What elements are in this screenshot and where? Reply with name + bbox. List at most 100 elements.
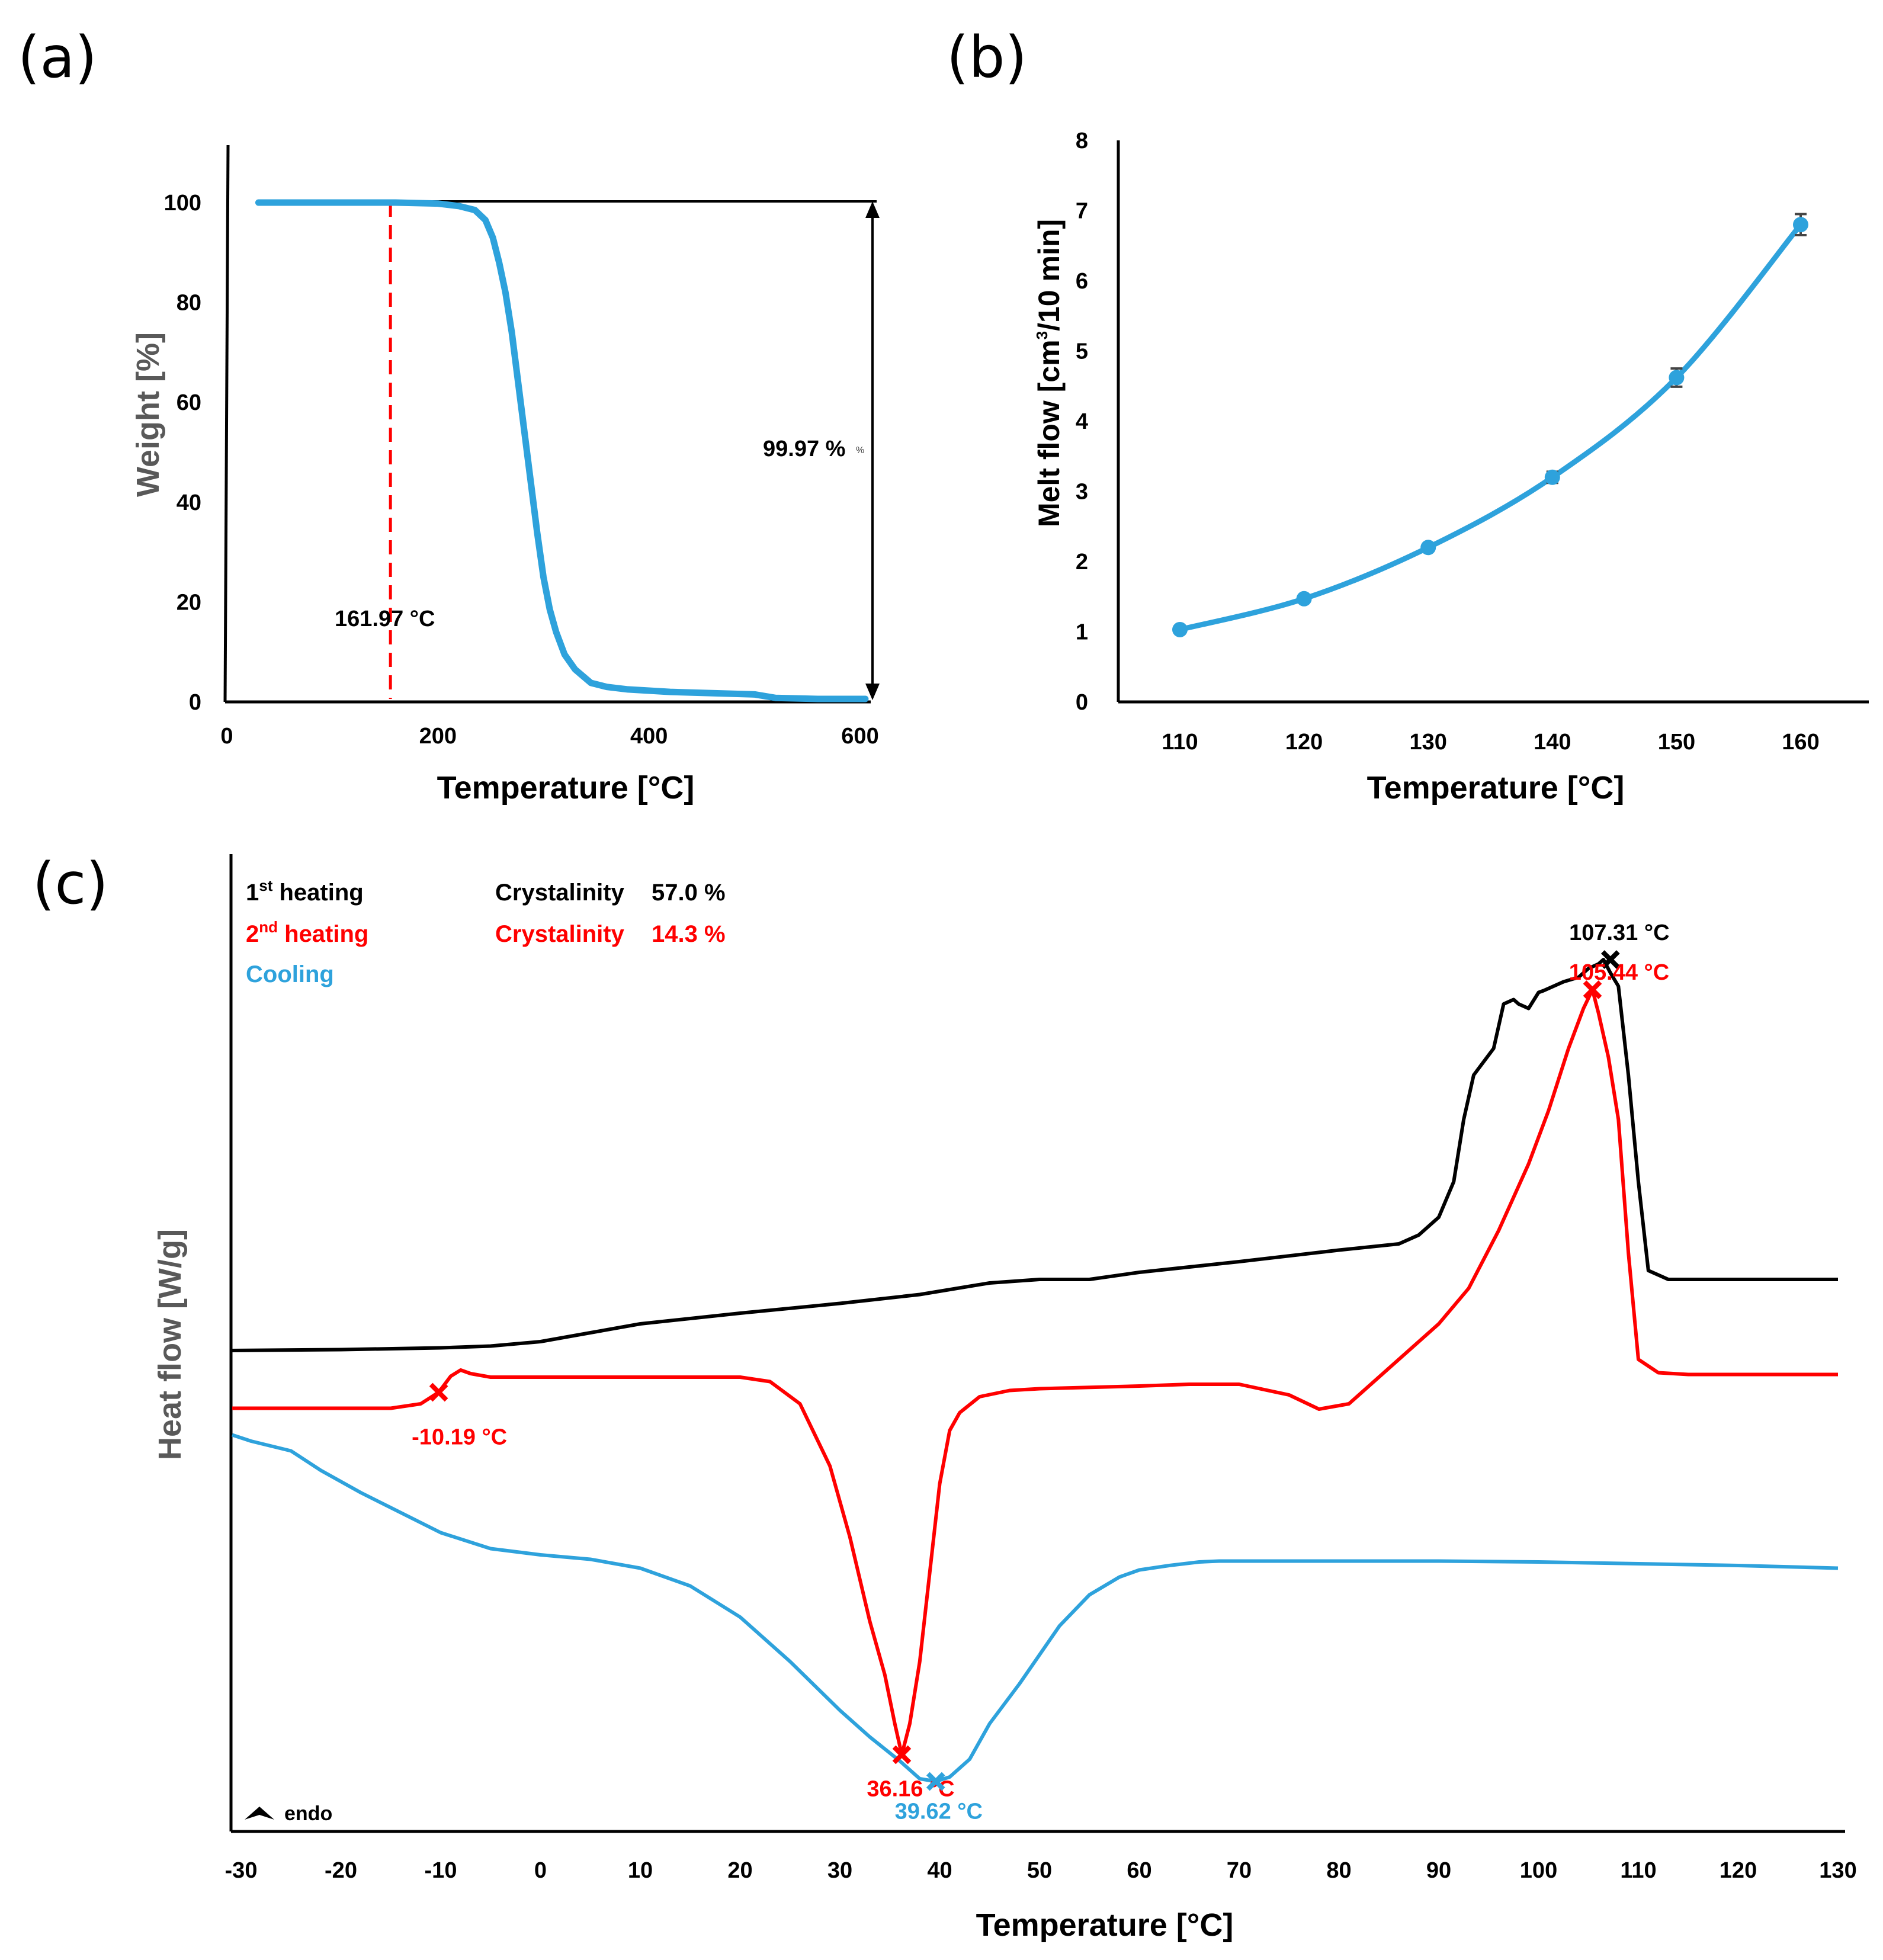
panel-a-x-tick-labels: 0 200 400 600 (220, 724, 878, 749)
panel-c-x-tick: 60 (1127, 1858, 1151, 1883)
panel-b-y-tick: 1 (1076, 620, 1088, 645)
panel-a-onset-label: 161.97 °C (335, 607, 435, 631)
panel-a-y-title: Weight [%] (130, 332, 166, 497)
panel-c-peak-label: -10.19 °C (412, 1425, 507, 1450)
panel-c-peak-marker (926, 1772, 945, 1791)
panel-b-x-tick: 150 (1658, 730, 1695, 755)
panel-c-x-tick: 110 (1620, 1858, 1656, 1883)
panel-a-y-tick: 20 (177, 590, 201, 615)
panel-b-y-tick: 0 (1076, 690, 1088, 715)
panel-c-x-title: Temperature [°C] (976, 1907, 1234, 1943)
panel-c-x-tick: 70 (1227, 1858, 1252, 1883)
panel-c-peak-label: 39.62 °C (895, 1799, 983, 1824)
panel-b-y-tick: 3 (1076, 480, 1088, 505)
panel-a-y-tick: 40 (177, 490, 201, 515)
panel-c-peak-label: 36.16 °C (867, 1777, 954, 1802)
panel-a-loss-extra: % (856, 445, 864, 455)
panel-a-y-tick-labels: 0 20 40 60 80 100 (164, 191, 201, 715)
panel-b-error-bars (1174, 213, 1807, 633)
panel-b-y-tick: 8 (1076, 129, 1088, 153)
panel-a-loss-arrowhead-top (865, 201, 880, 218)
panel-a-x-title: Temperature [°C] (437, 770, 695, 806)
legend-2nd-heating: 2nd heating (246, 918, 368, 947)
panel-c-cooling-line (232, 1433, 1839, 1783)
panel-b-point (1669, 370, 1685, 386)
panel-b-y-tick: 2 (1076, 550, 1088, 575)
panel-a-letter: (a) (18, 24, 97, 91)
panel-b-point (1420, 540, 1436, 556)
panel-c-x-tick: 130 (1819, 1858, 1856, 1883)
panel-b-y-title-sup: 3 (1033, 331, 1051, 339)
panel-c-x-tick: -30 (225, 1858, 258, 1883)
legend-2nd-num: 2 (246, 921, 259, 947)
panel-c-x-tick: 30 (827, 1858, 852, 1883)
panel-b-y-title: Melt flow [cm3/10 min] (1032, 219, 1066, 527)
panel-b-y-tick: 6 (1076, 269, 1088, 294)
panel-c-x-tick: 80 (1326, 1858, 1351, 1883)
panel-a-tga-line (255, 199, 869, 702)
panel-c-x-tick: 50 (1027, 1858, 1052, 1883)
crystallinity-1-value: 57.0 % (652, 880, 726, 906)
panel-c-letter: (c) (33, 851, 108, 917)
panel-b-y-tick-labels: 0 1 2 3 4 5 6 7 8 (1076, 129, 1088, 715)
panel-c-peak-label: 105.44 °C (1569, 960, 1669, 985)
panel-a-y-tick: 60 (177, 390, 201, 415)
panel-a-x-tick: 600 (841, 724, 878, 749)
panel-b-x-tick-labels: 110 120 130 140 150 160 (1162, 730, 1819, 755)
crystallinity-2-label: Crystalinity (495, 921, 625, 947)
panel-b-x-tick: 130 (1409, 730, 1446, 755)
panel-b-fit-line (1177, 222, 1804, 633)
panel-b-y-tick: 5 (1076, 339, 1088, 364)
endo-label: endo (284, 1802, 332, 1825)
legend-1st-sup: st (259, 877, 272, 894)
panel-c-x-tick: 10 (628, 1858, 653, 1883)
panel-b: (b) 0 1 2 3 4 5 6 7 8 110 120 130 140 150 160 Tempera… (947, 24, 1869, 806)
panel-a-x-tick: 400 (630, 724, 668, 749)
panel-a-y-tick: 80 (177, 291, 201, 316)
legend-1st-text: heating (272, 880, 363, 906)
panel-b-x-title: Temperature [°C] (1367, 770, 1625, 806)
panel-c-peak-marker (892, 1745, 912, 1765)
panel-c-x-tick: 0 (534, 1858, 547, 1883)
panel-c-peak-markers: 107.31 °C 105.44 °C -10.19 °C 36.16 °C39.62… (412, 920, 1669, 1824)
panel-c-2nd-heating-line (232, 988, 1838, 1757)
panel-b-y-tick: 4 (1076, 409, 1088, 434)
panel-b-x-tick: 110 (1162, 730, 1198, 755)
panel-b-point (1793, 217, 1808, 233)
panel-a-y-axis (223, 145, 230, 702)
legend-1st-heating: 1st heating (246, 877, 364, 906)
panel-b-points (1172, 217, 1808, 637)
panel-b-letter: (b) (947, 24, 1027, 91)
panel-c-x-tick: 100 (1520, 1858, 1557, 1883)
legend-cooling: Cooling (246, 961, 334, 987)
panel-b-point (1544, 469, 1560, 485)
panel-a-loss-label: 99.97 % (763, 437, 845, 461)
crystallinity-1-label: Crystalinity (495, 880, 625, 906)
panel-c-x-tick: 90 (1426, 1858, 1451, 1883)
panel-c-x-tick: -20 (325, 1858, 357, 1883)
panel-c-peak-marker (1600, 950, 1620, 969)
panel-c-peak-marker (1583, 980, 1602, 999)
endo-arrow-icon (245, 1807, 274, 1820)
panel-c: (c) -30 -20 -10 0 10 20 30 40 50 60 70 80 90 100 110 12… (33, 851, 1857, 1943)
panel-b-y-tick: 7 (1076, 199, 1088, 224)
panel-c-x-tick: 20 (727, 1858, 752, 1883)
panel-b-x-tick: 140 (1534, 730, 1571, 755)
legend-1st-num: 1 (246, 880, 259, 906)
panel-c-x-tick: 120 (1720, 1858, 1757, 1883)
panel-c-y-title: Heat flow [W/g] (152, 1229, 188, 1460)
panel-c-x-tick: -10 (425, 1858, 457, 1883)
panel-b-point (1172, 621, 1188, 637)
panel-b-x-tick: 120 (1285, 730, 1323, 755)
panel-c-peak-label: 107.31 °C (1569, 920, 1669, 945)
panel-b-point (1296, 591, 1312, 607)
panel-a-y-tick: 100 (164, 191, 201, 216)
panel-a-x-tick: 0 (220, 724, 233, 749)
panel-b-x-tick: 160 (1782, 730, 1819, 755)
panel-c-x-tick-labels: -30 -20 -10 0 10 20 30 40 50 60 70 80 90 100 110 120 130 (225, 1858, 1857, 1883)
panel-a-y-tick: 0 (189, 690, 201, 715)
legend-2nd-sup: nd (259, 918, 278, 936)
panel-b-y-title-main: Melt flow [cm (1032, 339, 1066, 527)
panel-a: (a) 0 20 40 60 80 100 0 200 400 600 161.97 °C 99… (18, 24, 880, 806)
